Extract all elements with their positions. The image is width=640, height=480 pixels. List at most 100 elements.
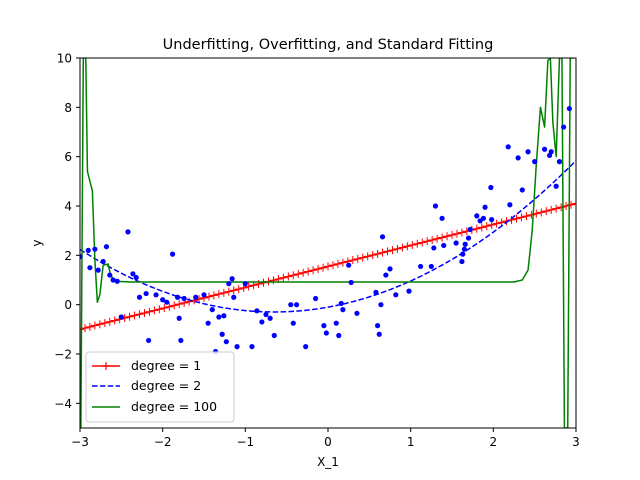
data-point xyxy=(460,251,466,257)
data-point xyxy=(467,226,473,233)
data-point xyxy=(103,244,110,250)
marker-degree-1 xyxy=(363,252,372,261)
y-tick-label: −4 xyxy=(54,397,72,411)
marker-degree-1 xyxy=(438,233,447,242)
data-point xyxy=(242,281,248,287)
x-tick-label: 1 xyxy=(407,435,415,449)
data-point xyxy=(505,144,511,150)
data-point xyxy=(193,294,199,300)
data-point xyxy=(346,262,352,268)
y-tick-label: 8 xyxy=(64,101,72,115)
data-point xyxy=(114,278,120,284)
data-point xyxy=(143,290,149,297)
marker-degree-1 xyxy=(448,230,456,239)
data-point xyxy=(532,159,538,165)
legend-entry-degree-1: degree = 1 xyxy=(92,358,201,373)
data-point xyxy=(254,308,260,314)
marker-degree-1 xyxy=(85,322,94,331)
data-point xyxy=(118,314,124,320)
legend-label-degree-2: degree = 2 xyxy=(131,378,201,393)
data-point xyxy=(379,234,386,240)
marker-degree-1 xyxy=(229,286,238,295)
scatter-points xyxy=(80,105,572,355)
marker-degree-1 xyxy=(502,217,511,226)
marker-degree-1 xyxy=(289,271,298,280)
data-point xyxy=(462,241,468,247)
x-tick-label: 0 xyxy=(324,435,332,449)
marker-degree-1 xyxy=(125,312,134,321)
marker-degree-1 xyxy=(542,207,551,216)
data-point xyxy=(234,344,240,350)
data-point xyxy=(130,271,136,277)
marker-degree-1 xyxy=(567,200,576,209)
data-point xyxy=(321,323,327,329)
data-point xyxy=(85,247,91,253)
marker-degree-1 xyxy=(457,228,466,237)
data-point xyxy=(383,272,389,278)
data-point xyxy=(459,258,465,265)
data-point xyxy=(125,229,131,235)
y-tick-label: 0 xyxy=(64,298,72,312)
series-degree-1 xyxy=(80,199,576,334)
data-point xyxy=(92,246,98,252)
marker-degree-1 xyxy=(214,290,223,299)
data-point xyxy=(461,246,467,252)
marker-degree-1 xyxy=(314,264,323,273)
data-point xyxy=(373,289,379,295)
data-point xyxy=(348,279,354,286)
y-axis: −4 −2 0 2 4 6 8 10 xyxy=(54,52,80,411)
data-point xyxy=(393,292,399,298)
data-point xyxy=(519,187,525,193)
marker-degree-1 xyxy=(155,305,164,314)
series-degree-2 xyxy=(80,160,576,313)
data-point xyxy=(489,216,495,223)
y-tick-label: 4 xyxy=(64,200,72,214)
marker-degree-1 xyxy=(145,307,154,316)
data-point xyxy=(488,184,494,191)
marker-degree-1 xyxy=(319,263,328,272)
data-point xyxy=(174,294,181,300)
marker-degree-1 xyxy=(348,256,357,265)
data-point xyxy=(556,159,563,165)
marker-degree-1 xyxy=(522,212,531,221)
marker-degree-1 xyxy=(130,311,139,320)
data-point xyxy=(267,315,273,321)
marker-degree-1 xyxy=(269,276,278,285)
data-point xyxy=(288,302,294,308)
chart-title: Underfitting, Overfitting, and Standard … xyxy=(163,37,494,53)
data-point xyxy=(216,314,222,320)
marker-degree-1 xyxy=(95,320,104,329)
data-point xyxy=(209,307,215,313)
data-point xyxy=(146,337,152,344)
marker-degree-1 xyxy=(557,203,566,212)
x-tick-label: −1 xyxy=(236,435,254,449)
legend-entry-degree-2: degree = 2 xyxy=(92,378,201,393)
marker-degree-1 xyxy=(324,262,332,271)
plot-area xyxy=(80,58,576,428)
data-point xyxy=(226,281,232,287)
marker-degree-1 xyxy=(328,261,337,270)
marker-degree-1 xyxy=(482,222,491,231)
marker-degree-1 xyxy=(418,238,427,247)
marker-degree-1 xyxy=(537,208,546,217)
marker-degree-1 xyxy=(244,282,253,291)
legend-marker-degree-1 xyxy=(102,362,110,370)
data-point xyxy=(376,331,382,337)
data-point xyxy=(553,183,559,189)
marker-degree-1 xyxy=(165,302,174,311)
marker-degree-1 xyxy=(110,316,119,325)
marker-degree-1 xyxy=(398,243,407,252)
data-point xyxy=(465,235,472,241)
marker-degree-1 xyxy=(358,253,367,262)
marker-degree-1 xyxy=(413,239,422,248)
data-point xyxy=(354,310,360,316)
marker-degree-1 xyxy=(428,236,437,245)
data-point xyxy=(201,292,207,298)
marker-degree-1 xyxy=(135,310,144,319)
marker-degree-1 xyxy=(507,215,516,224)
marker-degree-1 xyxy=(353,254,362,263)
data-point xyxy=(136,294,143,300)
marker-degree-1 xyxy=(487,220,496,229)
marker-degree-1 xyxy=(204,292,213,301)
